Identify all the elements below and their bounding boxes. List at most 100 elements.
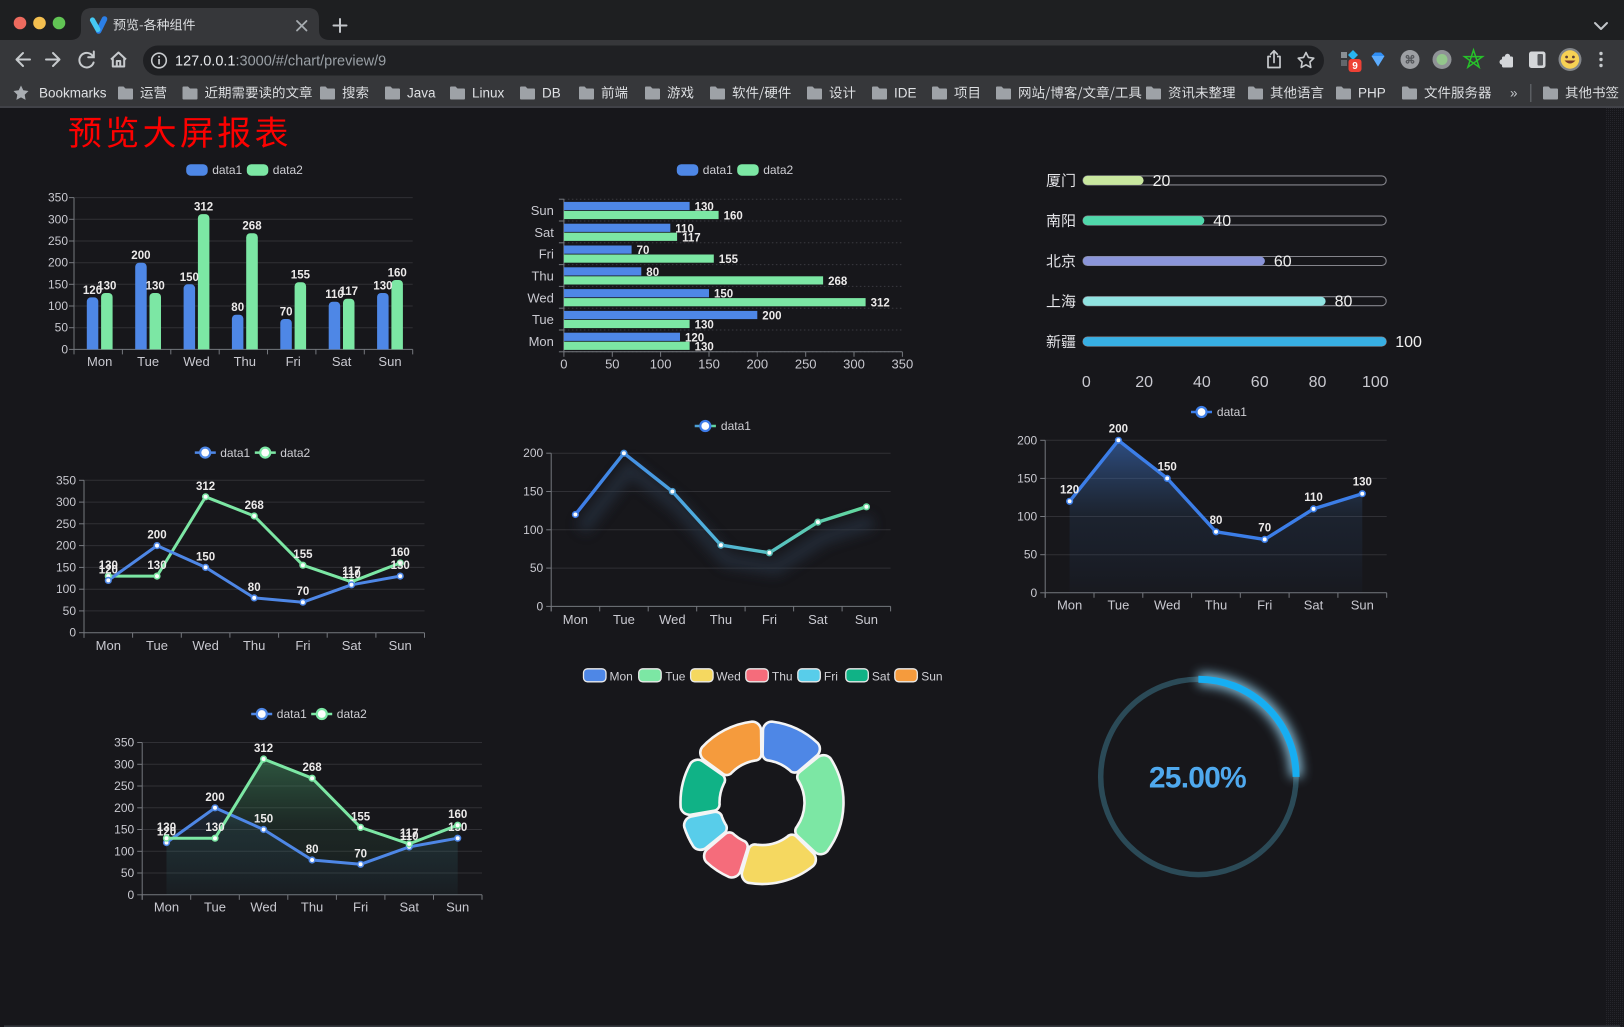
svg-text:Sat: Sat [872,669,891,683]
svg-text:70: 70 [1258,522,1271,534]
svg-text:data1: data1 [1217,405,1247,419]
svg-text:0: 0 [1031,586,1038,600]
svg-text:Fri: Fri [824,669,838,683]
svg-text:Sat: Sat [332,354,352,369]
svg-text:150: 150 [254,814,273,826]
svg-text:70: 70 [354,848,367,860]
svg-text:Sun: Sun [921,669,942,683]
svg-text:312: 312 [194,202,213,214]
svg-text:Tue: Tue [146,638,168,653]
svg-text:40: 40 [1193,374,1211,391]
svg-text:80: 80 [1335,294,1353,311]
svg-text:130: 130 [157,822,176,834]
svg-text:50: 50 [55,321,69,335]
svg-text:data1: data1 [721,419,751,433]
svg-text:25.00%: 25.00% [1149,762,1246,795]
svg-text:Wed: Wed [183,354,210,369]
svg-text:50: 50 [1024,548,1038,562]
svg-text:200: 200 [523,446,543,460]
svg-text:Sun: Sun [855,612,878,627]
svg-text:Tue: Tue [137,354,159,369]
svg-text:150: 150 [1017,471,1037,485]
svg-text:Bookmarks: Bookmarks [39,86,107,101]
svg-text:120: 120 [83,285,102,297]
svg-text:268: 268 [242,221,262,233]
svg-text:200: 200 [48,256,68,270]
svg-text:155: 155 [719,254,739,266]
svg-text:0: 0 [69,626,76,640]
svg-text:120: 120 [685,332,704,344]
svg-text:268: 268 [828,276,848,288]
svg-text:data2: data2 [763,163,793,177]
svg-text:70: 70 [280,307,293,319]
svg-text:100: 100 [114,844,134,858]
svg-text:200: 200 [114,801,134,815]
svg-text:110: 110 [400,831,419,843]
svg-text:Mon: Mon [1057,597,1082,612]
svg-text:0: 0 [537,599,544,613]
svg-text:60: 60 [1274,254,1292,271]
svg-text:Wed: Wed [659,612,686,627]
svg-text:50: 50 [605,356,619,371]
svg-text:40: 40 [1213,213,1231,230]
svg-text:Fri: Fri [286,354,301,369]
svg-text:data1: data1 [220,446,250,460]
svg-text:Wed: Wed [716,669,740,683]
svg-text:100: 100 [523,523,543,537]
svg-text:250: 250 [56,517,76,531]
svg-text:150: 150 [180,272,199,284]
svg-text:0: 0 [128,888,135,902]
svg-text:80: 80 [646,267,659,279]
svg-text:data2: data2 [337,707,367,721]
svg-text:150: 150 [48,277,68,291]
svg-text:350: 350 [114,736,134,750]
svg-text:120: 120 [1060,484,1079,496]
svg-text:Thu: Thu [772,669,793,683]
svg-text:Thu: Thu [301,899,323,914]
svg-text:⌘: ⌘ [1405,55,1416,67]
svg-text:DB: DB [542,86,561,101]
svg-text:50: 50 [121,866,135,880]
svg-text:»: » [1510,86,1518,101]
svg-text:312: 312 [871,298,890,310]
svg-text:150: 150 [698,356,720,371]
svg-text:Tue: Tue [532,312,554,327]
svg-text:130: 130 [373,281,392,293]
svg-text:IDE: IDE [894,86,917,101]
svg-text:300: 300 [843,356,865,371]
svg-text:250: 250 [48,234,68,248]
svg-text:80: 80 [231,302,244,314]
svg-text:80: 80 [1309,374,1327,391]
svg-text:200: 200 [56,539,76,553]
svg-text:50: 50 [63,604,77,618]
svg-text:130: 130 [205,822,224,834]
svg-text:300: 300 [56,495,76,509]
svg-text:110: 110 [342,569,361,581]
svg-text:160: 160 [448,809,467,821]
svg-text:80: 80 [248,582,261,594]
svg-text:130: 130 [695,341,714,353]
svg-text:Fri: Fri [539,247,554,262]
svg-text:110: 110 [675,223,694,235]
svg-text:Java: Java [407,86,436,101]
svg-text:Sat: Sat [342,638,362,653]
svg-text:70: 70 [637,245,650,257]
svg-text:Tue: Tue [613,612,635,627]
svg-text:155: 155 [291,270,311,282]
svg-text:312: 312 [254,743,273,755]
svg-text:150: 150 [196,551,215,563]
svg-text:Thu: Thu [243,638,265,653]
svg-text:70: 70 [297,586,310,598]
svg-text:Sun: Sun [531,203,554,218]
svg-text:100: 100 [650,356,672,371]
svg-text:Wed: Wed [250,899,277,914]
svg-text:117: 117 [340,286,359,298]
svg-text:Tue: Tue [665,669,686,683]
svg-text:Sat: Sat [399,899,419,914]
svg-text:Sat: Sat [534,225,554,240]
svg-text:Mon: Mon [96,638,121,653]
svg-text:data2: data2 [273,163,303,177]
svg-text:Thu: Thu [234,354,256,369]
svg-text:100: 100 [56,582,76,596]
svg-text:200: 200 [147,530,166,542]
